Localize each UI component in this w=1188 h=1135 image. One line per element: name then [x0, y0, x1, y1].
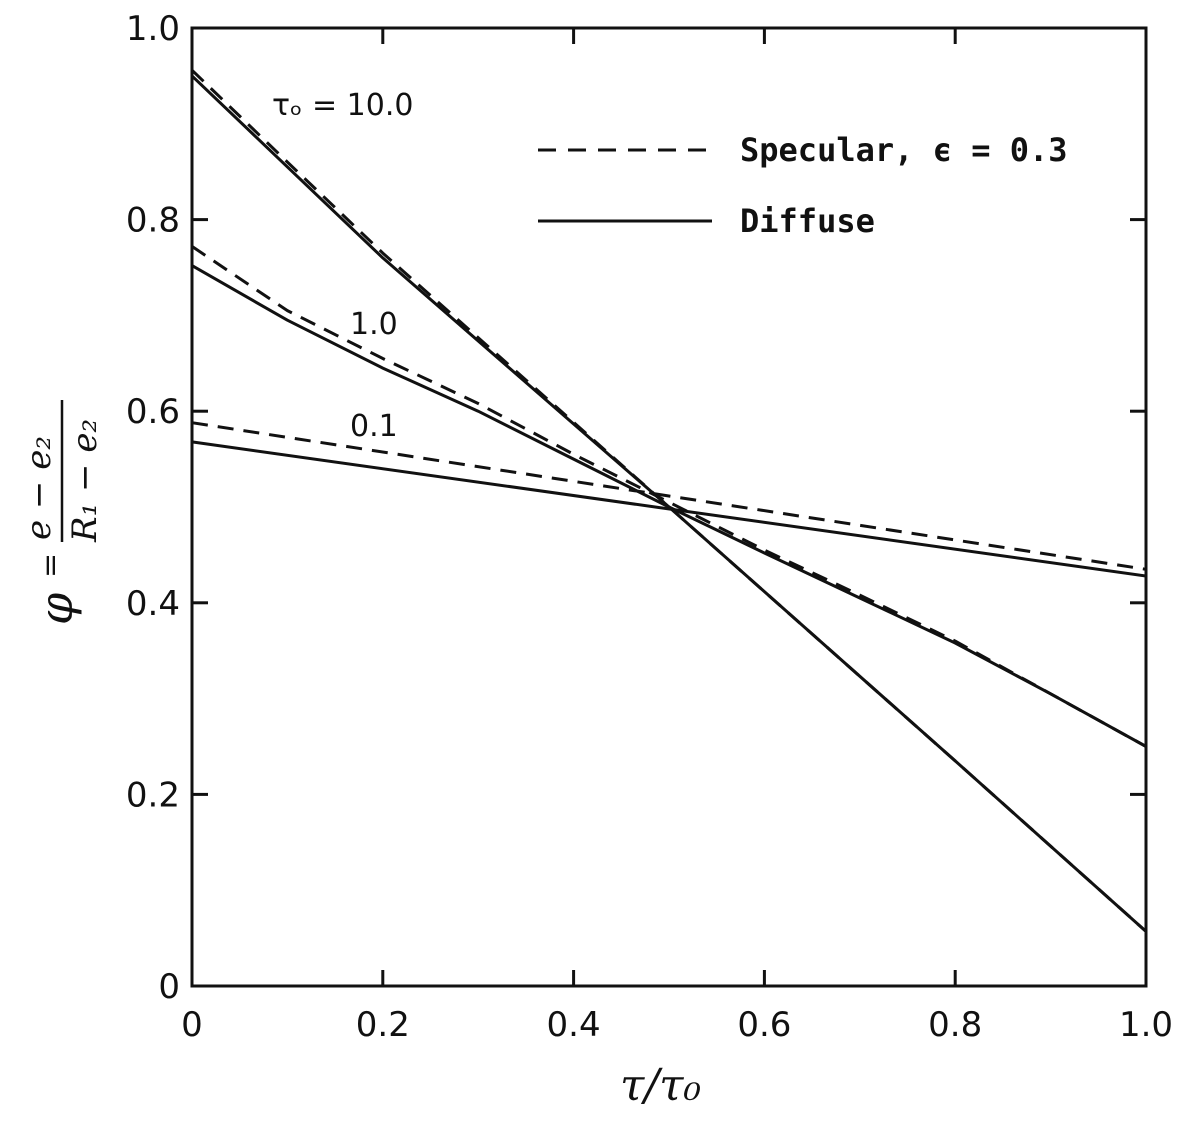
y-axis-numerator: e − e₂ — [19, 436, 59, 540]
y-tick-label: 1.0 — [126, 9, 180, 49]
legend: Specular, ϵ = 0.3 Diffuse — [538, 131, 1068, 240]
y-tick-label: 0.8 — [126, 201, 180, 241]
x-axis-label: τ/τ₀ — [620, 1060, 702, 1111]
y-axis-denominator: R₁ − e₂ — [65, 419, 105, 543]
x-tick-labels: 0 0.2 0.4 0.6 0.8 1.0 — [181, 1005, 1173, 1045]
y-tick-label: 0.2 — [126, 775, 180, 815]
x-tick-label: 0.8 — [928, 1005, 982, 1045]
y-tick-label: 0.6 — [126, 392, 180, 432]
series-line-tau01-specular — [191, 421, 1147, 571]
legend-label-diffuse: Diffuse — [740, 202, 875, 240]
series-line-tau01-diffuse — [191, 440, 1147, 578]
series-layer — [190, 69, 1147, 933]
curve-label-tau01: 0.1 — [350, 409, 398, 444]
y-tick-labels: 0 0.2 0.4 0.6 0.8 1.0 — [126, 9, 180, 1007]
plot-frame — [190, 26, 1148, 988]
curve-label-tau10: τₒ = 10.0 — [272, 88, 413, 123]
curve-label-tau1: 1.0 — [350, 307, 398, 342]
y-axis-label: φ = e − e₂ R₁ − e₂ — [19, 400, 105, 625]
x-tick-label: 0 — [181, 1005, 203, 1045]
x-tick-label: 0.2 — [356, 1005, 410, 1045]
x-tick-label: 0.6 — [737, 1005, 791, 1045]
y-axis-equals: = — [33, 553, 68, 578]
y-tick-label: 0 — [158, 967, 180, 1007]
series-line-tau1-diffuse — [191, 264, 1147, 748]
y-axis-symbol: φ — [29, 592, 83, 625]
y-tick-label: 0.4 — [126, 584, 180, 624]
legend-label-specular: Specular, ϵ = 0.3 — [740, 131, 1068, 169]
series-line-tau10-diffuse — [190, 74, 1147, 933]
x-tick-label: 0.4 — [547, 1005, 601, 1045]
axis-ticks — [192, 28, 1146, 986]
x-tick-label: 1.0 — [1119, 1005, 1173, 1045]
